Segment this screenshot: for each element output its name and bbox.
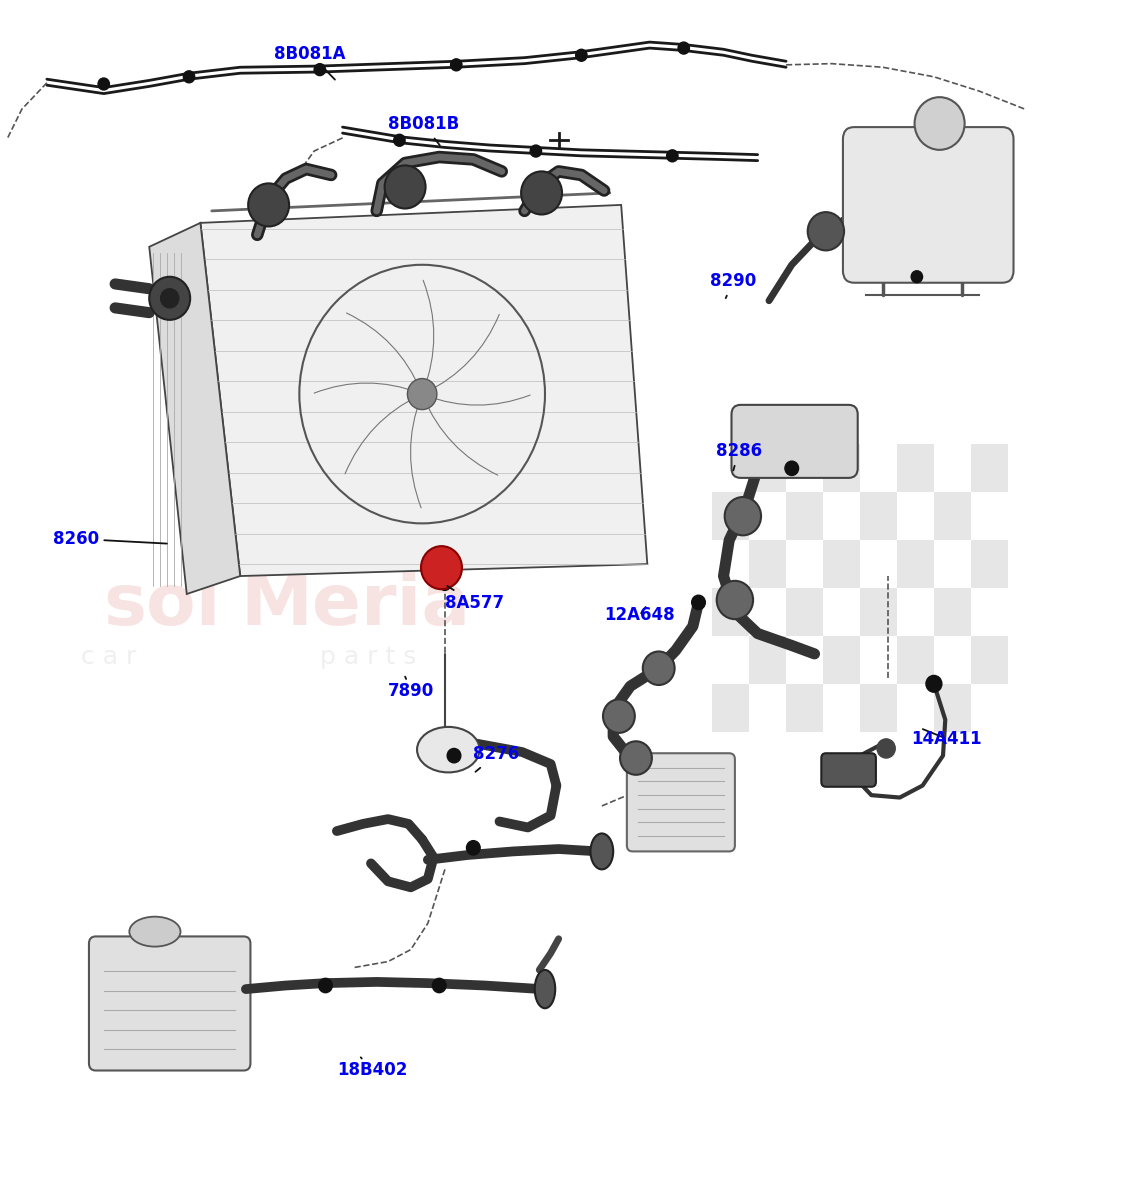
- Circle shape: [807, 212, 844, 251]
- Circle shape: [249, 184, 290, 227]
- Text: c a r: c a r: [81, 646, 137, 670]
- Circle shape: [161, 289, 179, 308]
- Circle shape: [914, 97, 964, 150]
- Ellipse shape: [535, 970, 555, 1008]
- Circle shape: [319, 978, 333, 992]
- Circle shape: [785, 461, 799, 475]
- Text: 8286: 8286: [716, 443, 762, 470]
- FancyBboxPatch shape: [842, 127, 1013, 283]
- Circle shape: [384, 166, 425, 209]
- Text: sol: sol: [104, 571, 221, 641]
- FancyBboxPatch shape: [821, 754, 876, 787]
- Bar: [971, 540, 1008, 588]
- Bar: [823, 540, 860, 588]
- Circle shape: [643, 652, 675, 685]
- Circle shape: [530, 145, 542, 157]
- Bar: [712, 684, 749, 732]
- Bar: [934, 492, 971, 540]
- Circle shape: [911, 271, 922, 283]
- FancyBboxPatch shape: [627, 754, 735, 852]
- Circle shape: [877, 739, 895, 758]
- Circle shape: [450, 59, 462, 71]
- Circle shape: [315, 64, 326, 76]
- Circle shape: [667, 150, 678, 162]
- Bar: [860, 588, 897, 636]
- Ellipse shape: [591, 834, 613, 869]
- Text: 8290: 8290: [710, 272, 756, 298]
- Bar: [971, 444, 1008, 492]
- Circle shape: [717, 581, 754, 619]
- Bar: [749, 444, 787, 492]
- Circle shape: [576, 49, 587, 61]
- Circle shape: [678, 42, 690, 54]
- Bar: [897, 444, 934, 492]
- Polygon shape: [149, 223, 241, 594]
- Bar: [934, 588, 971, 636]
- Text: 8276: 8276: [473, 745, 520, 772]
- Text: 8B081A: 8B081A: [275, 44, 345, 79]
- Bar: [823, 444, 860, 492]
- Bar: [787, 492, 823, 540]
- Circle shape: [432, 978, 446, 992]
- Circle shape: [407, 378, 437, 409]
- Polygon shape: [201, 205, 648, 576]
- Bar: [897, 636, 934, 684]
- Text: 18B402: 18B402: [336, 1057, 407, 1079]
- Bar: [860, 684, 897, 732]
- Bar: [823, 636, 860, 684]
- Circle shape: [149, 277, 190, 320]
- Circle shape: [466, 841, 480, 856]
- Bar: [749, 636, 787, 684]
- Circle shape: [620, 742, 652, 775]
- Circle shape: [927, 677, 940, 691]
- Text: Meria: Meria: [241, 571, 471, 641]
- Circle shape: [603, 700, 635, 733]
- Text: 8A577: 8A577: [445, 586, 504, 612]
- Text: 8260: 8260: [52, 529, 166, 547]
- Circle shape: [926, 676, 942, 692]
- FancyBboxPatch shape: [732, 404, 857, 478]
- FancyBboxPatch shape: [89, 936, 251, 1070]
- Text: 8B081B: 8B081B: [388, 115, 459, 145]
- Text: p a r t s: p a r t s: [320, 646, 416, 670]
- Circle shape: [184, 71, 195, 83]
- Circle shape: [98, 78, 109, 90]
- Circle shape: [692, 595, 706, 610]
- Ellipse shape: [129, 917, 180, 947]
- Bar: [712, 492, 749, 540]
- Circle shape: [521, 172, 562, 215]
- Text: 12A648: 12A648: [604, 606, 675, 624]
- Bar: [787, 588, 823, 636]
- Circle shape: [447, 749, 461, 763]
- Circle shape: [421, 546, 462, 589]
- Bar: [749, 540, 787, 588]
- Text: 14A411: 14A411: [911, 730, 982, 748]
- Text: 7890: 7890: [388, 677, 434, 700]
- Ellipse shape: [417, 727, 480, 773]
- Bar: [971, 636, 1008, 684]
- Circle shape: [393, 134, 405, 146]
- Circle shape: [725, 497, 762, 535]
- Bar: [934, 684, 971, 732]
- Bar: [897, 540, 934, 588]
- Bar: [787, 684, 823, 732]
- Circle shape: [439, 578, 450, 590]
- Bar: [712, 588, 749, 636]
- Bar: [860, 492, 897, 540]
